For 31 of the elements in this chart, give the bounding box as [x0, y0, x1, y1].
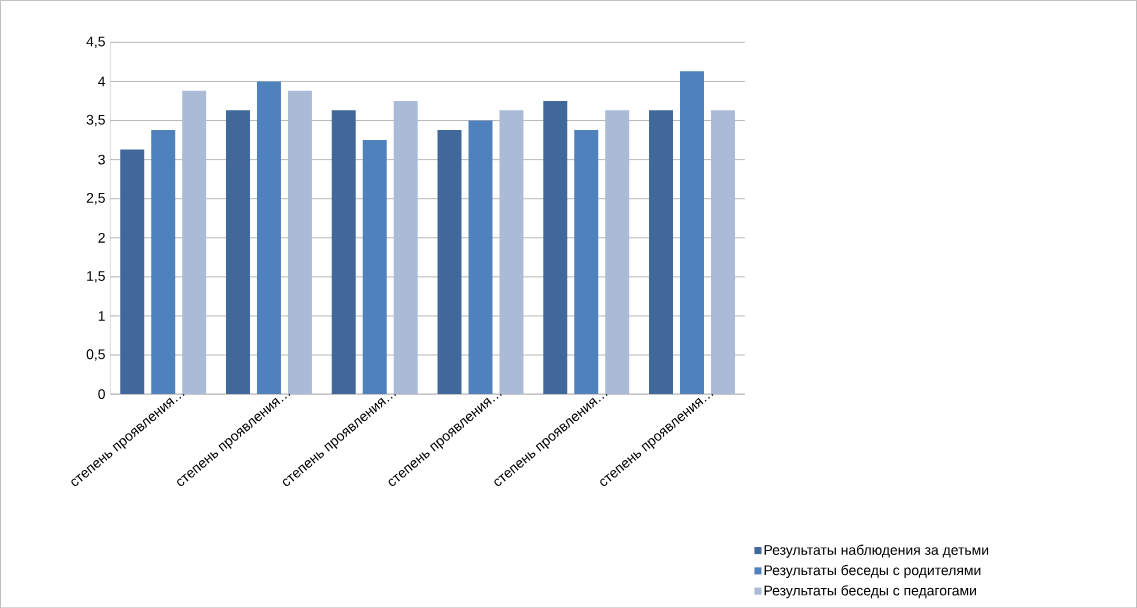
y-tick-label: 1	[98, 310, 105, 321]
bar	[226, 110, 250, 394]
bar	[331, 110, 356, 394]
bar	[649, 110, 674, 394]
y-tick-label: 4,5	[86, 36, 105, 48]
bar	[120, 149, 145, 394]
bar	[543, 100, 568, 394]
bar	[468, 120, 493, 394]
bar	[287, 90, 312, 394]
bar	[605, 110, 630, 394]
bar	[499, 110, 524, 394]
bar	[362, 139, 387, 394]
y-tick-label: 0	[98, 389, 105, 399]
y-tick-label: 2,5	[86, 192, 105, 205]
bar	[256, 81, 281, 394]
bar	[680, 71, 704, 394]
bar	[151, 129, 176, 394]
legend-label: Результаты наблюдения за детьми	[764, 544, 989, 558]
bar	[437, 129, 462, 394]
legend-label: Результаты беседы с педагогами	[764, 584, 976, 599]
y-tick-label: 3,5	[86, 114, 105, 127]
legend-label: Результаты беседы с родителями	[764, 564, 981, 578]
bar	[574, 129, 599, 394]
bar	[393, 100, 418, 394]
y-tick-label: 1,5	[87, 271, 105, 283]
bar	[710, 110, 735, 394]
y-tick-label: 4	[98, 76, 106, 87]
bar	[182, 90, 207, 394]
y-tick-label: 0,5	[86, 349, 105, 361]
y-tick-label: 2	[98, 232, 105, 243]
y-tick-label: 3	[98, 154, 105, 165]
